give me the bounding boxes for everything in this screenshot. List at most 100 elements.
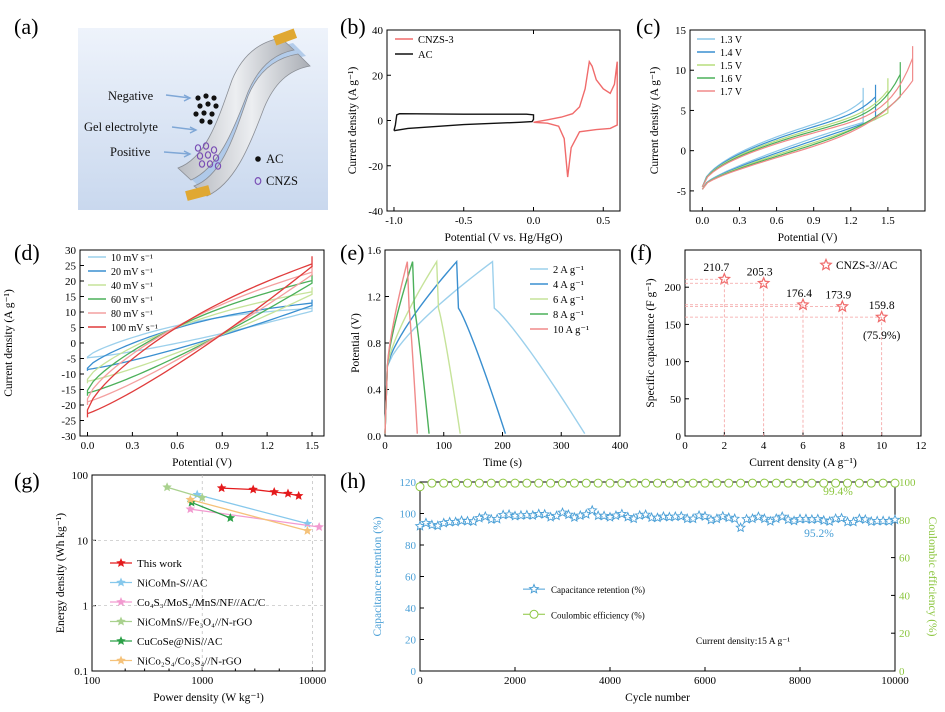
- ragone-point: [283, 488, 293, 498]
- efficiency-point: [771, 478, 781, 488]
- y2-axis-label: Coulombic efficiency (%): [926, 517, 938, 637]
- y-tick-label: 60: [405, 572, 417, 584]
- efficiency-point: [807, 478, 817, 488]
- y-tick-label: 0: [676, 431, 682, 443]
- x-axis-label: Power density (W kg⁻¹): [153, 692, 264, 704]
- gcd-curve: [384, 261, 419, 434]
- x-tick-label: 0: [382, 440, 388, 452]
- legend-1.4v-label: 1.4 V: [720, 48, 743, 59]
- efficiency-point: [676, 478, 686, 488]
- x-axis-label: Current density (A g⁻¹): [749, 457, 857, 469]
- capacitance-point: [835, 299, 850, 313]
- retention-point: [812, 513, 824, 524]
- capacitance-point: [796, 297, 810, 311]
- y-tick-label: 50: [670, 394, 682, 406]
- retention-point: [693, 509, 705, 521]
- legend-label: This work: [137, 558, 182, 570]
- efficiency-point: [795, 478, 805, 488]
- x-tick-label: 0.0: [695, 215, 709, 227]
- x-axis-label: Potential (V): [778, 232, 838, 244]
- legend-ac-label: AC: [418, 50, 433, 61]
- y-tick-label: -25: [61, 416, 76, 428]
- efficiency-point: [605, 478, 615, 488]
- ragone-line: [190, 508, 320, 528]
- x-tick-label: 0.0: [527, 215, 541, 227]
- retention-point: [432, 520, 444, 531]
- capacitance-value-label: 205.3: [747, 266, 773, 278]
- panel-label-g: (g): [14, 468, 40, 493]
- y-tick-label: 1: [83, 601, 89, 613]
- pointer-arrows: [163, 94, 198, 158]
- label-negative: Negative: [108, 89, 154, 103]
- panel-label-e: (e): [340, 240, 365, 265]
- legend-1.6v-label: 1.6 V: [720, 74, 743, 85]
- retention-point: [426, 519, 438, 530]
- x-tick-label: 1.2: [260, 440, 274, 452]
- efficiency-point: [546, 478, 556, 488]
- ragone-point: [269, 486, 279, 497]
- efficiency-point: [759, 478, 769, 488]
- efficiency-point: [854, 478, 864, 488]
- x-tick-label: 100: [436, 440, 453, 452]
- x-tick-label: 4: [761, 440, 767, 452]
- retention-point: [853, 513, 865, 524]
- y-axis-label: Current density (A g⁻¹): [3, 289, 15, 397]
- cv-curve-1.4v: [701, 84, 877, 190]
- legend-ac-dot: [255, 156, 261, 162]
- y-tick-label: 100: [665, 357, 682, 369]
- cv-curve-ac: [393, 113, 535, 132]
- x-tick-label: 0.5: [596, 215, 610, 227]
- legend-scan-3-label: 60 mV s⁻¹: [111, 295, 153, 306]
- cv-scan-curve: [86, 299, 313, 371]
- y-tick-label: -15: [61, 385, 76, 397]
- y-tick-label: 20: [372, 70, 384, 82]
- ragone-point: [216, 483, 227, 493]
- legend-gcd-4-label: 10 A g⁻¹: [553, 325, 589, 336]
- ragone-point: [293, 490, 304, 500]
- y-tick-label: 0: [71, 338, 77, 350]
- cv-scan-curve: [86, 305, 313, 359]
- y-tick-label: 20: [405, 635, 417, 647]
- x-tick-label: 0.9: [215, 440, 229, 452]
- legend-gcd-2-label: 6 A g⁻¹: [553, 295, 584, 306]
- x-tick-label: 200: [494, 440, 511, 452]
- ragone-line: [197, 494, 308, 525]
- retention-point: [723, 512, 735, 523]
- efficiency-point: [724, 478, 734, 488]
- y-tick-label: 0.8: [367, 338, 381, 350]
- efficiency-point: [866, 478, 876, 488]
- efficiency-point: [439, 478, 449, 488]
- y-axis-label: Specific capacitance (F g⁻¹): [645, 278, 657, 407]
- retention-point: [836, 512, 847, 523]
- efficiency-point: [712, 478, 722, 488]
- y2-tick-label: 80: [899, 515, 911, 527]
- legend-1.5v-label: 1.5 V: [720, 61, 743, 72]
- y-tick-label: -5: [677, 186, 687, 198]
- x-axis-label: Time (s): [483, 457, 522, 469]
- legend-gcd-0-label: 2 A g⁻¹: [553, 265, 584, 276]
- efficiency-point: [890, 478, 900, 488]
- y-tick-label: 5: [681, 105, 687, 117]
- y2-tick-label: 40: [899, 590, 911, 602]
- y-tick-label: -5: [67, 354, 77, 366]
- y-tick-label: 30: [65, 245, 77, 257]
- efficiency-point: [427, 478, 437, 488]
- retention-point: [551, 510, 562, 521]
- gcd-curve: [384, 261, 430, 434]
- gcd-curve: [384, 259, 507, 434]
- capacitance-point: [874, 310, 889, 323]
- y-tick-label: -20: [61, 400, 76, 412]
- legend-retention-marker: [528, 583, 540, 594]
- efficiency-point: [510, 478, 520, 488]
- y2-tick-label: 0: [899, 666, 905, 678]
- plot-frame: [91, 474, 326, 672]
- cv-curve-1.7v: [701, 46, 914, 190]
- legend-scan-0-label: 10 mV s⁻¹: [111, 253, 153, 264]
- legend-scan-5-label: 100 mV s⁻¹: [111, 323, 158, 334]
- x-tick-label: 4000: [599, 675, 622, 687]
- ragone-point: [314, 522, 324, 532]
- y-tick-label: 15: [675, 25, 687, 37]
- panel-label-a: (a): [14, 14, 39, 39]
- y-tick-label: 0.1: [74, 666, 88, 678]
- legend-marker: [116, 636, 126, 646]
